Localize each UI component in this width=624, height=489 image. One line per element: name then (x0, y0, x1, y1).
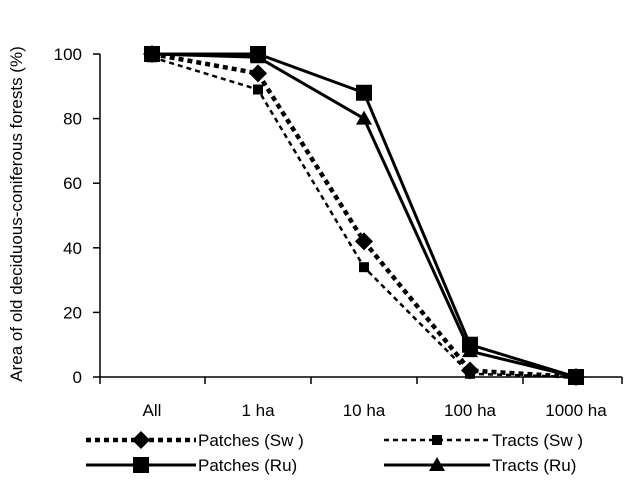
y-tick-label: 60 (63, 174, 82, 193)
x-tick-label: All (143, 401, 162, 420)
y-tick-label: 0 (73, 368, 82, 387)
x-tick-label: 1000 ha (545, 401, 607, 420)
data-point (249, 64, 267, 83)
legend-label: Tracts (Ru) (492, 456, 576, 475)
axes (93, 53, 623, 384)
y-tick-label: 80 (63, 110, 82, 129)
y-tick-labels: 0 20 40 60 80 100 (54, 45, 82, 387)
legend-marker (132, 431, 150, 449)
data-point (356, 84, 372, 101)
y-tick-label: 100 (54, 45, 82, 64)
legend-marker (133, 457, 149, 473)
data-point (144, 46, 160, 60)
legend-marker (432, 435, 442, 445)
legend-item-4: Tracts (Ru) (384, 456, 576, 475)
legend: Patches (Sw ) Tracts (Sw ) Patches (Ru) Tra… (86, 431, 583, 475)
x-tick-label: 100 ha (444, 401, 497, 420)
data-point (568, 369, 584, 383)
series-2 (147, 52, 581, 382)
series-line (152, 52, 577, 379)
legend-label: Tracts (Sw ) (492, 431, 583, 450)
data-point (355, 232, 373, 251)
y-tick-label: 40 (63, 239, 82, 258)
x-tick-labels: All 1 ha 10 ha 100 ha 1000 ha (143, 401, 608, 420)
data-point (465, 368, 475, 379)
legend-item-3: Patches (Ru) (86, 456, 297, 475)
series-group (143, 45, 585, 386)
legend-label: Patches (Ru) (198, 456, 297, 475)
x-tick-label: 1 ha (241, 401, 275, 420)
data-point (253, 84, 263, 95)
series-4 (144, 46, 584, 383)
data-point (359, 262, 369, 273)
series-line (151, 51, 577, 380)
legend-marker (429, 457, 445, 471)
series-3 (144, 46, 584, 385)
data-point (462, 343, 478, 358)
x-tick-label: 10 ha (343, 401, 386, 420)
data-point (250, 49, 266, 64)
data-point (356, 110, 372, 125)
legend-label: Patches (Sw ) (198, 431, 304, 450)
series-line (151, 52, 577, 379)
y-tick-label: 20 (63, 303, 82, 322)
series-line (151, 56, 577, 379)
legend-item-1: Patches (Sw ) (86, 431, 304, 450)
legend-item-2: Tracts (Sw ) (384, 431, 583, 450)
y-axis-label: Area of old deciduous-coniferous forests… (7, 46, 26, 381)
